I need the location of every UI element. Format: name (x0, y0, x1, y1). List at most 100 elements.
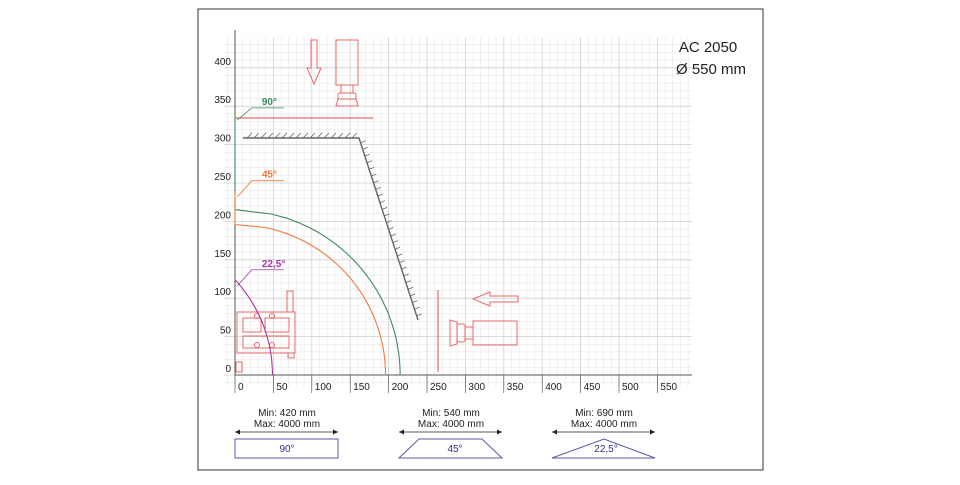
hatch-mark (403, 273, 409, 277)
guide-fence (243, 132, 422, 321)
hatch-mark (416, 313, 422, 317)
hatch-mark (337, 132, 344, 139)
hatch-mark (267, 132, 274, 139)
x-tick-label: 0 (238, 382, 244, 393)
series-label: 22,5° (262, 259, 285, 270)
cut-label-90: 90° (279, 444, 294, 455)
hatch-mark (260, 132, 267, 139)
cut-panel-45: Min: 540 mm Max: 4000 mm 45° (397, 408, 504, 459)
guide-hatching (246, 132, 422, 317)
hatch-mark (330, 132, 337, 139)
hatch-mark (302, 132, 309, 139)
y-tick-label: 350 (214, 95, 231, 106)
hatch-mark (379, 200, 386, 204)
profile-chamber-2 (264, 317, 290, 333)
hatch-mark (388, 226, 394, 230)
hatch-mark (373, 180, 379, 184)
y-tick-label: 400 (214, 57, 231, 68)
y-tick-label: 300 (214, 134, 231, 145)
series-leader (237, 269, 253, 287)
x-tick-label: 400 (545, 382, 562, 393)
hatch-mark (401, 266, 407, 270)
cut-label-45: 45° (447, 444, 462, 455)
profile-shape-22-5 (551, 438, 656, 459)
series-arc (234, 190, 387, 375)
blade-arcs: 90° 45° 22,5° (234, 97, 401, 375)
cut-max-90: Max: 4000 mm (254, 419, 320, 430)
x-tick-labels: 0 50 100 150 200 250 300 350 400 450 500 550 (234, 375, 678, 393)
profile-shape-90 (234, 438, 339, 459)
x-tick-label: 500 (622, 382, 639, 393)
y-tick-label: 150 (214, 249, 231, 260)
hatch-mark (364, 153, 371, 157)
hatch-mark (394, 246, 401, 250)
x-tick-label: 250 (430, 382, 447, 393)
x-tick-label: 350 (507, 382, 524, 393)
hatch-mark (253, 132, 260, 139)
hatch-mark (295, 132, 302, 139)
hatch-mark (386, 220, 392, 224)
series-arc (234, 113, 401, 375)
cut-max-45: Max: 4000 mm (418, 419, 484, 430)
cut-panel-22-5: Min: 690 mm Max: 4000 mm 22,5° (551, 408, 656, 459)
hatch-mark (381, 206, 388, 210)
hatch-mark (371, 173, 377, 177)
down-arrow-icon (306, 39, 322, 86)
x-tick-label: 300 (468, 382, 485, 393)
y-tick-label: 0 (225, 364, 231, 375)
y-tick-label: 200 (214, 210, 231, 221)
x-tick-label: 100 (315, 382, 332, 393)
hatch-mark (390, 233, 396, 237)
grid (223, 37, 692, 387)
hatch-mark (375, 186, 381, 190)
hatch-mark (384, 213, 390, 217)
hatch-mark (281, 132, 288, 139)
cut-label-22-5: 22,5° (594, 444, 617, 455)
cut-min-90: Min: 420 mm (258, 408, 316, 419)
x-tick-label: 200 (392, 382, 409, 393)
cut-max-22-5: Max: 4000 mm (571, 419, 637, 430)
hatch-mark (274, 132, 281, 139)
y-tick-label: 50 (220, 326, 232, 337)
guide-line (243, 137, 419, 321)
series-leader (237, 107, 253, 121)
vertical-clamp (235, 39, 373, 119)
hatch-mark (369, 167, 375, 170)
clamp-pad (335, 98, 359, 107)
y-tick-label: 250 (214, 172, 231, 183)
profile-foot (235, 361, 243, 373)
horizontal-clamp (437, 290, 519, 372)
profile-shape-45 (397, 438, 504, 459)
series-label: 45° (262, 170, 277, 181)
hatch-mark (309, 132, 316, 139)
y-tick-labels: 0 50 100 150 200 250 300 350 400 (214, 57, 231, 375)
left-arrow-icon (471, 291, 519, 307)
hatch-mark (410, 293, 416, 297)
cut-min-22-5: Min: 690 mm (575, 408, 633, 419)
chart-subtitle: Ø 550 mm (676, 61, 746, 78)
hatch-mark (316, 132, 323, 139)
diagram-frame (197, 8, 764, 471)
profile-chamber-3 (242, 335, 290, 349)
hatch-mark (344, 132, 351, 139)
hatch-mark (392, 240, 399, 244)
hatch-mark (323, 132, 330, 139)
profile-lip-bottom (287, 352, 295, 359)
profile-chamber-1 (242, 317, 262, 333)
profile-gasket-2 (269, 313, 275, 319)
hatch-mark (377, 193, 383, 197)
hatch-mark (412, 300, 418, 303)
hatch-mark (397, 253, 403, 257)
profile-section (235, 290, 296, 373)
x-tick-label: 150 (353, 382, 370, 393)
hatch-mark (362, 147, 368, 150)
chart-title: AC 2050 (679, 39, 737, 56)
hatch-mark (288, 132, 295, 139)
hatch-mark (360, 140, 366, 144)
profile-outer (236, 311, 296, 354)
side-clamp-pad (449, 319, 458, 347)
hatch-mark (407, 286, 414, 290)
cut-min-45: Min: 540 mm (422, 408, 480, 419)
